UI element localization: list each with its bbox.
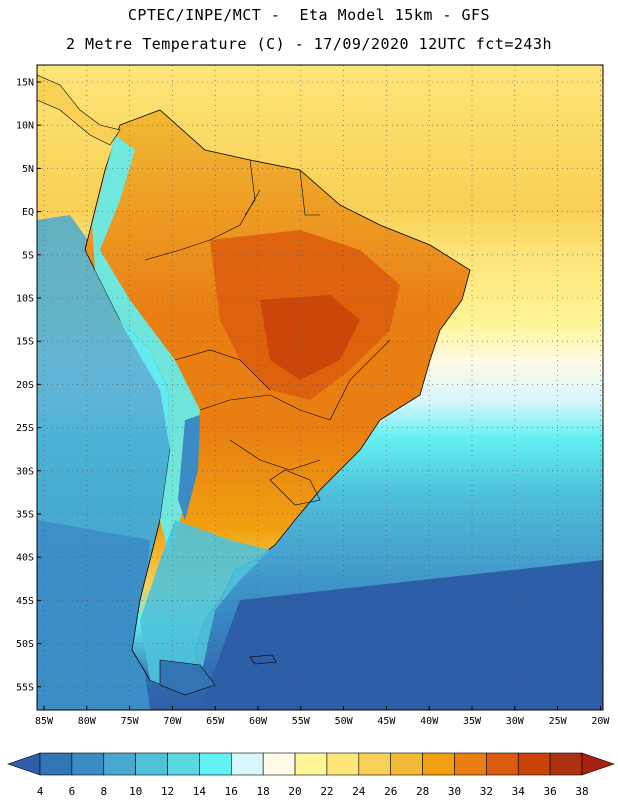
- colorbar-tick-label: 30: [448, 785, 461, 798]
- colorbar-swatch: [326, 752, 360, 776]
- latitude-label: 10S: [16, 294, 34, 305]
- colorbar-swatch: [517, 752, 551, 776]
- colorbar-swatch: [486, 752, 519, 776]
- andes-core-strip: [178, 415, 200, 520]
- colorbar-swatch: [199, 752, 232, 776]
- longitude-label: 45W: [377, 716, 396, 727]
- longitude-label: 30W: [506, 716, 525, 727]
- latitude-label: 5N: [22, 164, 34, 175]
- colorbar-tick-label: 4: [37, 785, 44, 798]
- colorbar-swatch: [103, 752, 136, 776]
- colorbar-tick-label: 8: [100, 785, 107, 798]
- longitude-label: 85W: [35, 716, 54, 727]
- colorbar-tick-label: 28: [416, 785, 429, 798]
- colorbar-tick-label: 6: [69, 785, 76, 798]
- latitude-label: 35S: [16, 510, 34, 521]
- colorbar-tick-label: 12: [161, 785, 174, 798]
- colorbar-swatch: [167, 752, 200, 776]
- colorbar-swatch: [230, 752, 264, 776]
- latitude-label: 15N: [16, 78, 34, 89]
- latitude-label: 10N: [16, 121, 34, 132]
- colorbar-swatch: [422, 752, 455, 776]
- colorbar-swatch: [39, 752, 73, 776]
- longitude-label: 60W: [249, 716, 268, 727]
- colorbar-tick-label: 22: [320, 785, 333, 798]
- pacific-cold-field: [37, 520, 150, 710]
- colorbar-swatch: [390, 752, 423, 776]
- colorbar-tick-label: 24: [352, 785, 366, 798]
- colorbar-swatch: [71, 752, 105, 776]
- country-borders: [144, 159, 391, 506]
- longitude-label: 50W: [335, 716, 354, 727]
- longitude-label: 70W: [163, 716, 182, 727]
- longitude-label: 40W: [420, 716, 439, 727]
- colorbar-min-arrow: [7, 752, 41, 776]
- andes-cool-strip: [92, 135, 200, 560]
- map-frame: [36, 64, 604, 711]
- map-title-line-1: CPTEC/INPE/MCT - Eta Model 15km - GFS: [127, 6, 491, 24]
- map-title-line-2: 2 Metre Temperature (C) - 17/09/2020 12U…: [65, 35, 553, 53]
- colorbar-max-arrow: [581, 752, 615, 776]
- colorbar-tick-label: 26: [384, 785, 397, 798]
- tierra-del-fuego: [159, 659, 216, 696]
- colorbar-tick-label: 14: [193, 785, 207, 798]
- longitude-label: 75W: [121, 716, 140, 727]
- falkland-islands: [249, 654, 277, 665]
- hottest-core-region: [260, 295, 360, 380]
- colorbar-tick-labels: 4 6 8 10 12 14 16 18 20 22 24 26 28 30 32 34 36 38: [37, 785, 589, 798]
- longitude-label: 20W: [591, 716, 610, 727]
- longitude-label: 65W: [206, 716, 225, 727]
- latitude-label: 55S: [16, 682, 34, 693]
- colorbar-swatch: [549, 752, 583, 776]
- longitude-label: 80W: [78, 716, 97, 727]
- latitude-label: 5S: [22, 250, 34, 261]
- colorbar-tick-label: 20: [288, 785, 301, 798]
- latitude-label: 25S: [16, 423, 34, 434]
- latitude-label: 40S: [16, 553, 34, 564]
- longitude-label: 35W: [463, 716, 482, 727]
- atlantic-cold-field: [200, 560, 603, 710]
- temperature-colorbar: [7, 752, 615, 776]
- colorbar-tick-label: 34: [512, 785, 526, 798]
- longitude-label: 55W: [292, 716, 311, 727]
- patagonia-field: [140, 520, 270, 690]
- longitude-labels: 85W 80W 75W 70W 65W 60W 55W 50W 45W 40W 35W 30W 25W 2…: [35, 706, 610, 727]
- central-america-landmass: [37, 74, 121, 146]
- colorbar-swatch: [135, 752, 168, 776]
- latitude-label: 30S: [16, 466, 34, 477]
- colorbar-tick-label: 32: [480, 785, 493, 798]
- latitude-label: 15S: [16, 337, 34, 348]
- latitude-labels: 15N 10N 5N EQ 5S 10S 15S 20S 25S 30S 35S 40S 45S 50S 5…: [16, 78, 41, 693]
- colorbar-tick-label: 38: [575, 785, 588, 798]
- latitude-label: 45S: [16, 596, 34, 607]
- colorbar-tick-label: 16: [225, 785, 238, 798]
- colorbar-tick-label: 18: [257, 785, 270, 798]
- colorbar-swatch: [294, 752, 328, 776]
- latitude-label: 20S: [16, 380, 34, 391]
- latitude-label: 50S: [16, 639, 34, 650]
- colorbar-swatch: [262, 752, 296, 776]
- longitude-label: 25W: [549, 716, 568, 727]
- colorbar-tick-label: 36: [543, 785, 556, 798]
- latitude-label: EQ: [22, 207, 34, 218]
- colorbar-swatch: [358, 752, 392, 776]
- colorbar-swatch: [454, 752, 487, 776]
- colorbar-tick-label: 10: [129, 785, 142, 798]
